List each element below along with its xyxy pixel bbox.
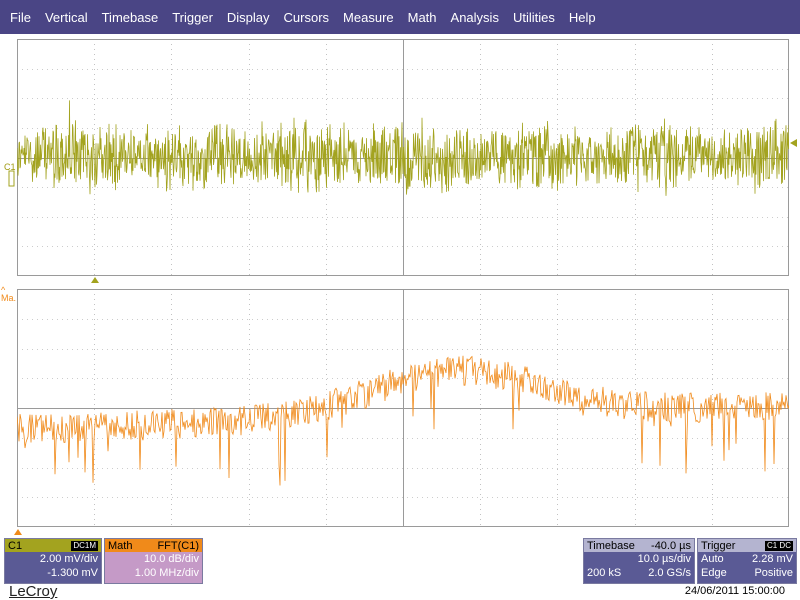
trigger-descriptor[interactable]: Trigger C1 DC Auto 2.28 mV Edge Positive <box>697 538 797 584</box>
timebase-descriptor[interactable]: Timebase -40.0 µs 10.0 µs/div 200 kS 2.0 G… <box>583 538 695 584</box>
math-label-text: Ma. <box>1 293 17 303</box>
trigger-mode: Auto <box>701 553 724 565</box>
menu-math[interactable]: Math <box>407 9 437 25</box>
trigger-source-badge: C1 DC <box>764 540 793 551</box>
c1-offset: -1.300 mV <box>47 567 98 579</box>
date-time: 24/06/2011 15:00:00 <box>684 585 785 597</box>
menu-display[interactable]: Display <box>226 9 270 25</box>
c1-vertical-scale: 2.00 mV/div <box>39 553 98 565</box>
trigger-level: 2.28 mV <box>752 553 793 565</box>
timebase-samples: 200 kS <box>587 567 622 579</box>
math-function: FFT(C1) <box>157 539 199 552</box>
menu-cursors[interactable]: Cursors <box>283 9 330 25</box>
timebase-sample-rate: 2.0 GS/s <box>648 567 691 579</box>
math-trace-grid[interactable] <box>17 289 789 527</box>
c1-waveform-trace <box>17 100 789 196</box>
menu-measure[interactable]: Measure <box>343 9 394 25</box>
trigger-label: Trigger <box>701 539 736 552</box>
math-descriptor-label: Math <box>108 539 133 552</box>
c1-trace-grid[interactable] <box>17 39 789 276</box>
menu-vertical[interactable]: Vertical <box>44 9 88 25</box>
c1-trace-label: C1 <box>4 162 16 172</box>
menu-analysis[interactable]: Analysis <box>450 9 499 25</box>
timebase-label: Timebase <box>587 539 635 552</box>
c1-waveform-plot <box>17 39 789 276</box>
math-horizontal-scale: 1.00 MHz/div <box>134 567 199 579</box>
lecroy-logo: LeCroy <box>9 583 58 600</box>
trigger-type: Edge <box>701 567 727 579</box>
menu-utilities[interactable]: Utilities <box>512 9 555 25</box>
trigger-level-marker-icon <box>790 139 797 147</box>
fft-spectrum-trace <box>17 355 789 486</box>
c1-ground-marker-icon <box>8 170 15 187</box>
c1-coupling-badge: DC1M <box>71 540 98 551</box>
math-position-marker-icon <box>14 529 22 535</box>
trace-markers <box>8 139 797 535</box>
math-descriptor[interactable]: Math FFT(C1) 10.0 dB/div 1.00 MHz/div <box>104 538 203 584</box>
timebase-per-div: 10.0 µs/div <box>637 553 691 565</box>
menu-timebase[interactable]: Timebase <box>101 9 159 25</box>
trigger-slope: Positive <box>754 567 793 579</box>
math-trace-label: ^ Ma. <box>1 285 17 304</box>
menu-bar: File Vertical Timebase Trigger Display Cursor… <box>0 0 800 34</box>
math-vertical-scale: 10.0 dB/div <box>143 553 199 565</box>
math-label-arrow-icon: ^ <box>1 285 6 295</box>
fft-spectrum-plot <box>17 289 789 527</box>
menu-file[interactable]: File <box>10 9 31 25</box>
c1-descriptor-label: C1 <box>8 539 23 552</box>
menu-help[interactable]: Help <box>568 9 596 25</box>
trigger-position-marker-icon <box>91 277 99 283</box>
timebase-delay: -40.0 µs <box>651 539 691 552</box>
c1-channel-descriptor[interactable]: C1 DC1M 2.00 mV/div -1.300 mV <box>4 538 102 584</box>
menu-trigger[interactable]: Trigger <box>172 9 213 25</box>
